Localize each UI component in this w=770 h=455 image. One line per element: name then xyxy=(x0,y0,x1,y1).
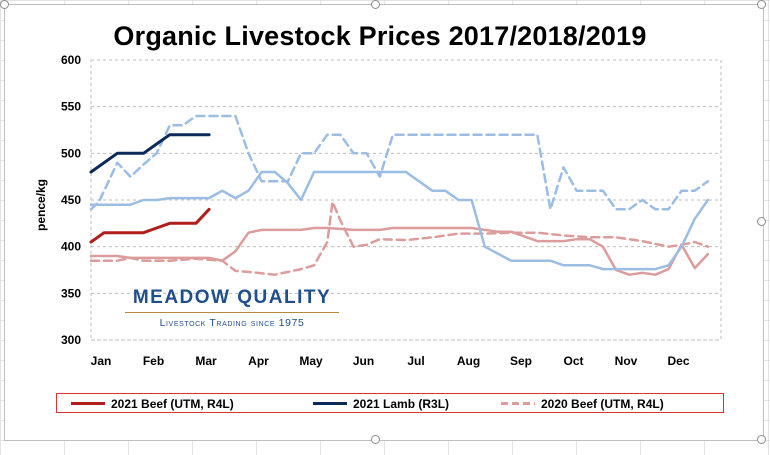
legend-label-2020-beef: 2020 Beef (UTM, R4L) xyxy=(541,396,664,411)
logo-divider xyxy=(125,312,339,313)
chart-legend[interactable]: 2021 Beef (UTM, R4L) 2021 Lamb (R3L) 202… xyxy=(56,393,724,413)
logo-tagline: Livestock Trading since 1975 xyxy=(159,317,305,329)
legend-label-2021-lamb: 2021 Lamb (R3L) xyxy=(353,396,450,411)
series-line-2019-beef xyxy=(89,226,710,276)
legend-swatch-2021-beef xyxy=(71,402,105,405)
legend-label-2021-beef: 2021 Beef (UTM, R4L) xyxy=(111,396,234,411)
x-tick-label: Apr xyxy=(248,354,269,368)
logo: MEADOW QUALITY Livestock Trading since 1… xyxy=(117,287,347,329)
y-axis-label: pence/kg xyxy=(34,178,48,232)
y-tick-label: 600 xyxy=(61,53,81,67)
logo-name: MEADOW QUALITY xyxy=(132,287,332,308)
x-tick-label: Mar xyxy=(195,354,217,368)
y-tick-label: 400 xyxy=(61,240,81,254)
x-tick-label: Jun xyxy=(353,354,374,368)
series-line-2021-beef-utm-r4l xyxy=(89,207,211,244)
resize-handle-top-left[interactable] xyxy=(0,0,9,9)
y-tick-label: 350 xyxy=(61,286,81,300)
resize-handle-bottom-right[interactable] xyxy=(757,435,766,444)
x-tick-label: Jul xyxy=(407,354,424,368)
y-tick-label: 300 xyxy=(61,333,81,347)
x-tick-label: Dec xyxy=(667,354,689,368)
legend-item-2021-lamb: 2021 Lamb (R3L) xyxy=(313,396,449,411)
series-line-2021-lamb-r3l xyxy=(89,133,211,174)
x-tick-label: Sep xyxy=(510,354,532,368)
resize-handle-bottom[interactable] xyxy=(371,435,380,444)
legend-swatch-2021-lamb xyxy=(313,402,347,405)
chart-plot: 300 350 400 450 500 550 600 Jan Feb Mar Apr May Jun J… xyxy=(61,53,722,368)
resize-handle-top-right[interactable] xyxy=(757,0,766,9)
legend-item-2021-beef: 2021 Beef (UTM, R4L) xyxy=(71,396,234,411)
x-tick-label: Jan xyxy=(91,354,112,368)
series-line-2020-beef-utm-r4l xyxy=(89,200,710,276)
resize-handle-top[interactable] xyxy=(371,0,380,9)
x-tick-label: May xyxy=(299,354,323,368)
chart-area[interactable]: 300 350 400 450 500 550 600 Jan Feb Mar Apr May Jun J… xyxy=(4,4,764,441)
y-tick-label: 500 xyxy=(61,146,81,160)
chart-title: Organic Livestock Prices 2017/2018/2019 xyxy=(113,21,647,51)
legend-item-2020-beef: 2020 Beef (UTM, R4L) xyxy=(501,396,664,411)
y-tick-label: 450 xyxy=(61,193,81,207)
series-line-2019-lamb xyxy=(89,170,710,271)
x-tick-label: Aug xyxy=(457,354,480,368)
legend-swatch-2020-beef xyxy=(501,402,535,405)
y-tick-label: 550 xyxy=(61,100,81,114)
series-line-2020-lamb xyxy=(89,114,710,211)
x-tick-label: Nov xyxy=(615,354,638,368)
x-tick-label: Oct xyxy=(563,354,583,368)
resize-handle-right[interactable] xyxy=(757,217,766,226)
x-tick-label: Feb xyxy=(143,354,164,368)
